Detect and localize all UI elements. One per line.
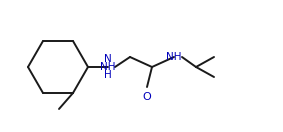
Text: H: H [104, 70, 112, 80]
Text: NH: NH [166, 52, 182, 62]
Text: O: O [143, 92, 151, 102]
Text: N: N [104, 54, 112, 64]
Text: NH: NH [100, 62, 116, 72]
